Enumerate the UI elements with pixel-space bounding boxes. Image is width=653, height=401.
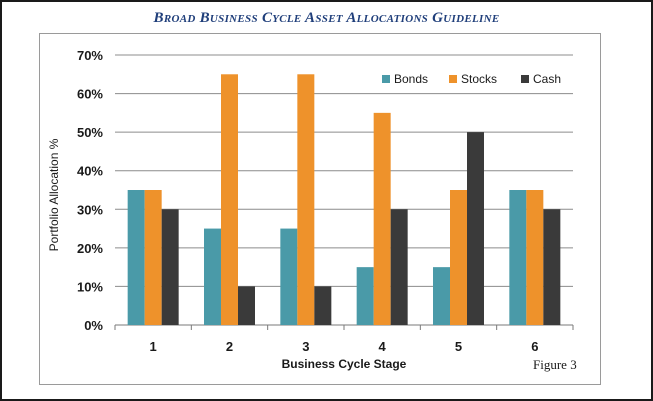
bar-cash xyxy=(543,209,561,325)
y-tick-label: 40% xyxy=(77,164,103,179)
bar-stocks xyxy=(450,190,467,325)
legend-swatch xyxy=(382,75,390,83)
y-tick-label: 70% xyxy=(77,48,103,63)
legend-label: Cash xyxy=(533,72,561,86)
x-tick-label: 4 xyxy=(379,339,387,354)
y-tick-label: 20% xyxy=(77,241,103,256)
bar-cash xyxy=(314,286,332,325)
bar-stocks xyxy=(297,74,315,326)
legend-label: Stocks xyxy=(461,72,497,86)
legend-swatch xyxy=(521,75,529,83)
bar-stocks xyxy=(144,190,162,325)
bar-bonds xyxy=(509,190,527,325)
bar-stocks xyxy=(373,112,391,325)
x-tick-label: 6 xyxy=(531,339,538,354)
bar-cash xyxy=(161,209,179,325)
bar-bonds xyxy=(280,228,298,325)
bar-cash xyxy=(238,286,255,325)
y-tick-label: 30% xyxy=(77,202,103,217)
bar-stocks xyxy=(221,74,238,326)
y-tick-label: 50% xyxy=(77,125,103,140)
bar-cash xyxy=(467,132,484,325)
y-tick-label: 60% xyxy=(77,87,103,102)
bar-cash xyxy=(390,209,408,325)
legend-swatch xyxy=(449,75,457,83)
legend-label: Bonds xyxy=(394,72,428,86)
y-tick-label: 10% xyxy=(77,279,103,294)
y-tick-label: 0% xyxy=(84,318,103,333)
chart-title: Broad Business Cycle Asset Allocations G… xyxy=(153,10,500,26)
x-tick-label: 5 xyxy=(455,339,462,354)
bar-bonds xyxy=(127,190,145,325)
bar-bonds xyxy=(204,228,221,325)
x-tick-label: 3 xyxy=(302,339,309,354)
x-tick-label: 2 xyxy=(226,339,233,354)
x-tick-label: 1 xyxy=(150,339,157,354)
y-axis-label: Portfolio Allocation % xyxy=(47,138,61,251)
figure-label: Figure 3 xyxy=(533,357,577,372)
bar-bonds xyxy=(356,267,374,325)
x-axis-label: Business Cycle Stage xyxy=(282,357,407,371)
bar-stocks xyxy=(526,190,544,325)
bar-bonds xyxy=(433,267,450,325)
